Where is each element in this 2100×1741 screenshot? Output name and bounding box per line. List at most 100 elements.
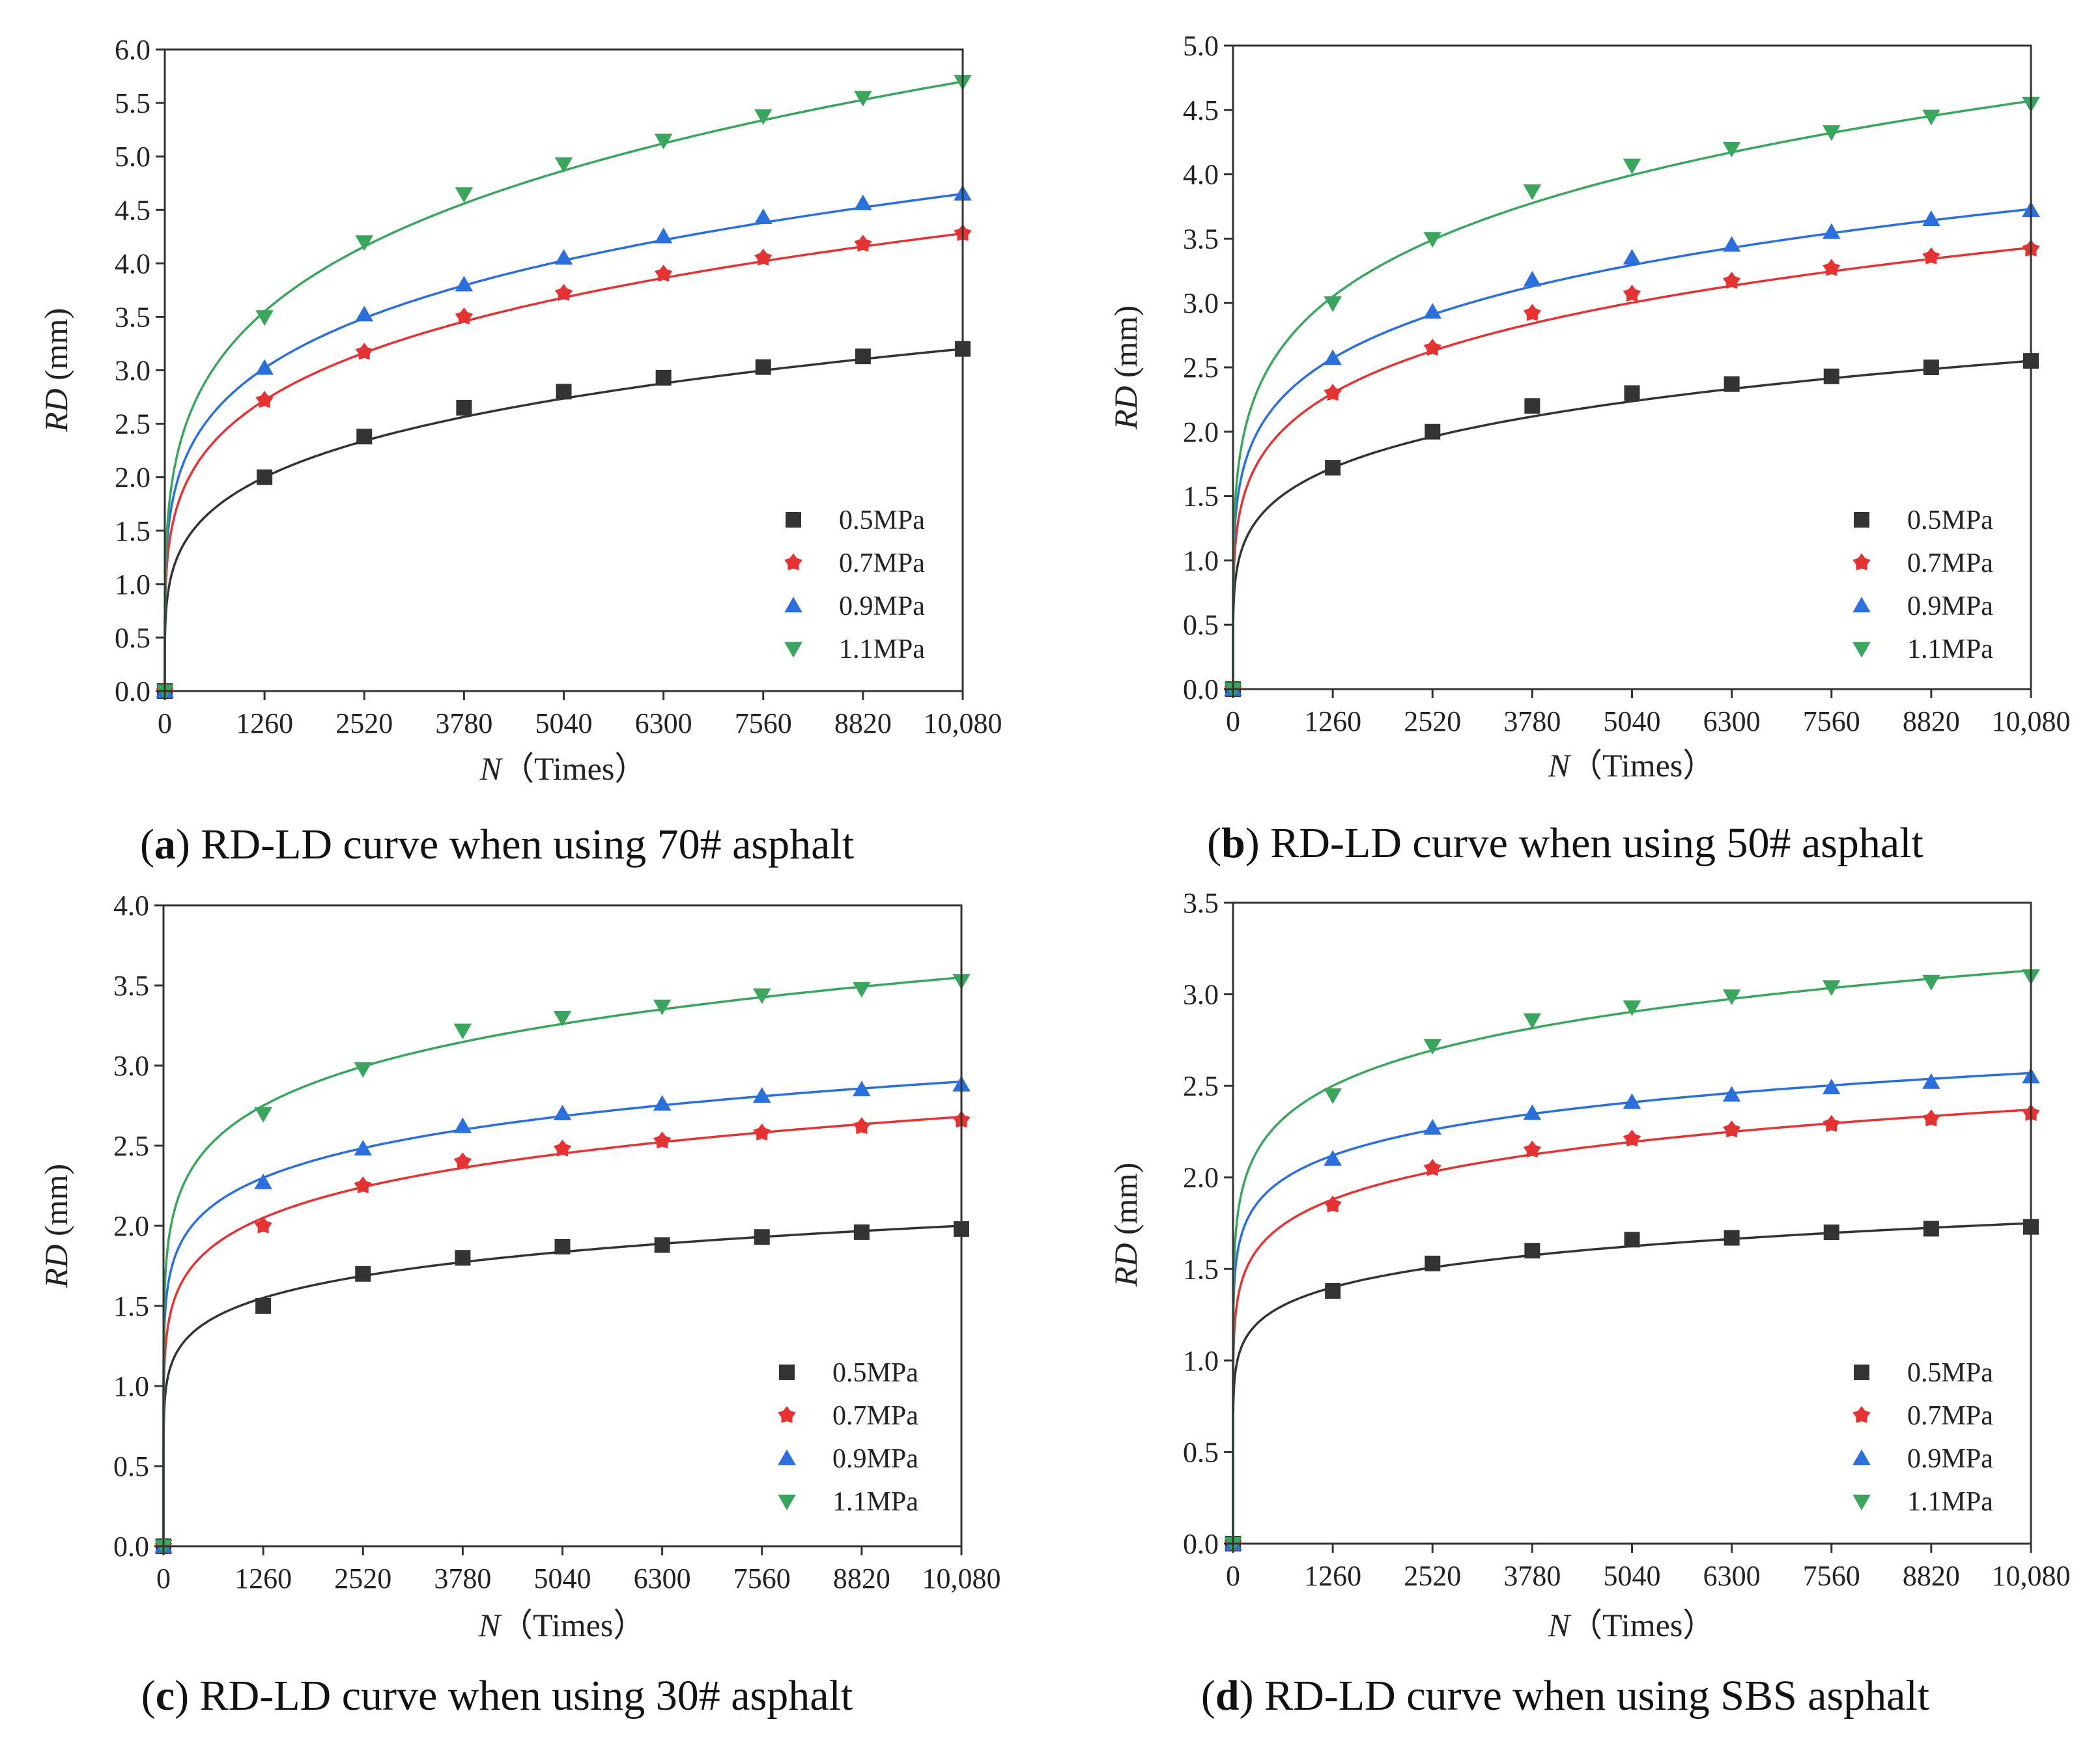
panel-c-legend-label-0-7mpa: 0.7MPa xyxy=(832,1401,918,1431)
x-tick-label: 0 xyxy=(1226,1560,1240,1592)
panel-c-point-0-9mpa xyxy=(553,1105,572,1120)
panel-c-legend-label-0-9mpa: 0.9MPa xyxy=(832,1444,918,1474)
panel-b-point-0-5mpa xyxy=(1923,360,1939,375)
panel-d-fit-curve-0-5mpa xyxy=(1232,1222,2032,1544)
panel-a-point-0-5mpa xyxy=(456,399,472,416)
panel-c-x-axis-title-variable: N xyxy=(478,1607,502,1643)
panel-c-legend-marker-1-1mpa xyxy=(778,1494,796,1510)
panel-a-legend-marker-0-9mpa xyxy=(784,597,802,613)
panel-c-point-0-7mpa xyxy=(254,1216,272,1234)
y-tick-label: 2.0 xyxy=(115,462,150,494)
y-tick-label: 2.0 xyxy=(1183,416,1219,448)
panel-a-y-axis-title: RD (mm) xyxy=(38,308,74,432)
panel-d-legend-marker-0-5mpa xyxy=(1854,1365,1869,1380)
panel-a-point-0-9mpa xyxy=(455,276,474,292)
panel-a-legend-label-1-1mpa: 1.1MPa xyxy=(839,634,925,664)
panel-c-point-0-5mpa xyxy=(355,1266,371,1282)
y-tick-label: 3.0 xyxy=(1183,287,1219,319)
panel-b-point-0-5mpa xyxy=(1624,385,1640,401)
panel-b-x-axis-title-unit: （Times） xyxy=(1570,747,1715,784)
panel-a-legend-label-0-7mpa: 0.7MPa xyxy=(839,548,925,578)
panel-c-point-0-9mpa xyxy=(653,1095,672,1111)
x-tick-label: 3780 xyxy=(434,1563,491,1594)
y-tick-label: 0.0 xyxy=(1183,673,1219,705)
panel-d-legend-label-0-7mpa: 0.7MPa xyxy=(1907,1401,1993,1431)
x-tick-label: 0 xyxy=(158,707,172,739)
panel-a-point-0-5mpa xyxy=(556,384,572,400)
panel-c-point-1-1mpa xyxy=(853,982,871,998)
panel-a-y-axis-title-unit: (mm) xyxy=(38,308,74,389)
x-tick-label: 8820 xyxy=(1903,1560,1960,1592)
panel-c: 0 1260 2520 3780 5040 6300 7560 8820 10,080 0.00… xyxy=(38,890,1001,1720)
panel-c-point-0-7mpa xyxy=(653,1131,672,1149)
panel-a-fit-curve-0-9mpa xyxy=(163,192,963,691)
x-tick-label: 1260 xyxy=(236,707,293,739)
panel-b-point-0-7mpa xyxy=(1423,339,1441,356)
panel-d-y-axis-title-variable: RD xyxy=(1107,1243,1144,1287)
panel-c-point-1-1mpa xyxy=(453,1023,472,1040)
panel-a-point-0-7mpa xyxy=(455,307,474,325)
panel-b-y-axis-title: RD (mm) xyxy=(1107,305,1144,430)
y-tick-label: 3.5 xyxy=(1183,887,1219,919)
panel-d-point-1-1mpa xyxy=(1324,1088,1342,1104)
panel-d-y-axis-title: RD (mm) xyxy=(1107,1163,1144,1287)
panel-d-caption-text: ) RD-LD curve when using SBS asphalt xyxy=(1240,1672,1930,1720)
panel-a-caption-open: ( xyxy=(140,821,154,868)
panel-d-y-ticks: 0.0 0.5 1.0 1.5 2.0 2.5 3.0 3.5 xyxy=(1183,887,1233,1560)
panel-c-y-axis-title-variable: RD xyxy=(38,1244,74,1288)
panel-c-point-1-1mpa xyxy=(752,988,771,1004)
y-tick-label: 5.0 xyxy=(115,141,150,173)
y-tick-label: 3.5 xyxy=(113,970,149,1002)
x-tick-label: 6300 xyxy=(1703,705,1761,737)
y-tick-label: 0.5 xyxy=(113,1451,149,1482)
panel-c-legend-marker-0-7mpa xyxy=(778,1406,796,1423)
panel-b-x-axis-title-variable: N xyxy=(1548,747,1572,784)
panel-b-legend-label-0-9mpa: 0.9MPa xyxy=(1907,591,1993,621)
panel-c-point-1-1mpa xyxy=(254,1107,272,1123)
x-tick-label: 6300 xyxy=(634,1563,691,1594)
x-tick-label: 8820 xyxy=(1903,705,1960,737)
y-tick-label: 2.0 xyxy=(113,1210,149,1242)
panel-a-legend-marker-0-7mpa xyxy=(784,553,802,571)
panel-d-point-0-5mpa xyxy=(1923,1221,1939,1237)
panel-a-point-0-9mpa xyxy=(754,208,773,224)
panel-c-y-axis-title-unit: (mm) xyxy=(38,1164,74,1245)
panel-a-fit-curve-0-7mpa xyxy=(163,232,963,691)
panel-c-point-0-5mpa xyxy=(455,1250,471,1266)
panel-b-point-0-7mpa xyxy=(1722,272,1741,289)
panel-c-point-0-9mpa xyxy=(752,1086,771,1103)
panel-a-y-axis-title-variable: RD xyxy=(38,388,74,432)
panel-d-point-0-7mpa xyxy=(1324,1195,1342,1213)
panel-c-point-0-7mpa xyxy=(753,1123,771,1140)
panel-a-caption: (a) RD-LD curve when using 70# asphalt xyxy=(140,821,854,868)
y-tick-label: 3.5 xyxy=(1183,223,1219,255)
panel-b-point-0-7mpa xyxy=(1324,384,1342,401)
y-tick-label: 4.5 xyxy=(1183,94,1219,126)
panel-d-legend-marker-0-7mpa xyxy=(1852,1406,1871,1423)
panel-b-point-0-7mpa xyxy=(1922,247,1940,264)
panel-b-point-1-1mpa xyxy=(1423,232,1442,248)
panel-d-point-0-9mpa xyxy=(1324,1150,1342,1166)
panel-d-point-0-5mpa xyxy=(1624,1232,1640,1248)
panel-b-fit-curve-0-9mpa xyxy=(1232,208,2032,689)
panel-b-caption-text: ) RD-LD curve when using 50# asphalt xyxy=(1245,819,1923,867)
panel-b-point-1-1mpa xyxy=(1523,184,1542,201)
panel-c-fit-curve-0-9mpa xyxy=(162,1080,962,1546)
panel-d-point-0-9mpa xyxy=(1523,1104,1542,1120)
x-tick-label: 7560 xyxy=(733,1563,791,1594)
x-tick-label: 8820 xyxy=(834,707,892,739)
panel-c-point-0-7mpa xyxy=(453,1152,472,1170)
panel-a-x-ticks: 0 1260 2520 3780 5040 6300 7560 8820 10,080 xyxy=(158,691,1002,739)
y-tick-label: 0.5 xyxy=(115,622,150,654)
panel-a-legend-label-0-5mpa: 0.5MPa xyxy=(839,505,925,535)
panel-d-point-0-5mpa xyxy=(1724,1230,1740,1246)
panel-b-legend-label-1-1mpa: 1.1MPa xyxy=(1907,634,1993,664)
x-tick-label: 10,080 xyxy=(924,707,1002,739)
panel-b-point-1-1mpa xyxy=(1722,141,1741,158)
panel-c-legend: 0.5MPa 0.7MPa 0.9MPa 1.1MPa xyxy=(778,1358,918,1517)
panel-a-x-axis-title-unit: （Times） xyxy=(502,750,647,787)
panel-b-point-0-7mpa xyxy=(1523,304,1542,321)
x-tick-label: 3780 xyxy=(1503,705,1561,737)
panel-a-legend-marker-0-5mpa xyxy=(786,512,801,528)
x-tick-label: 5040 xyxy=(1604,705,1661,737)
